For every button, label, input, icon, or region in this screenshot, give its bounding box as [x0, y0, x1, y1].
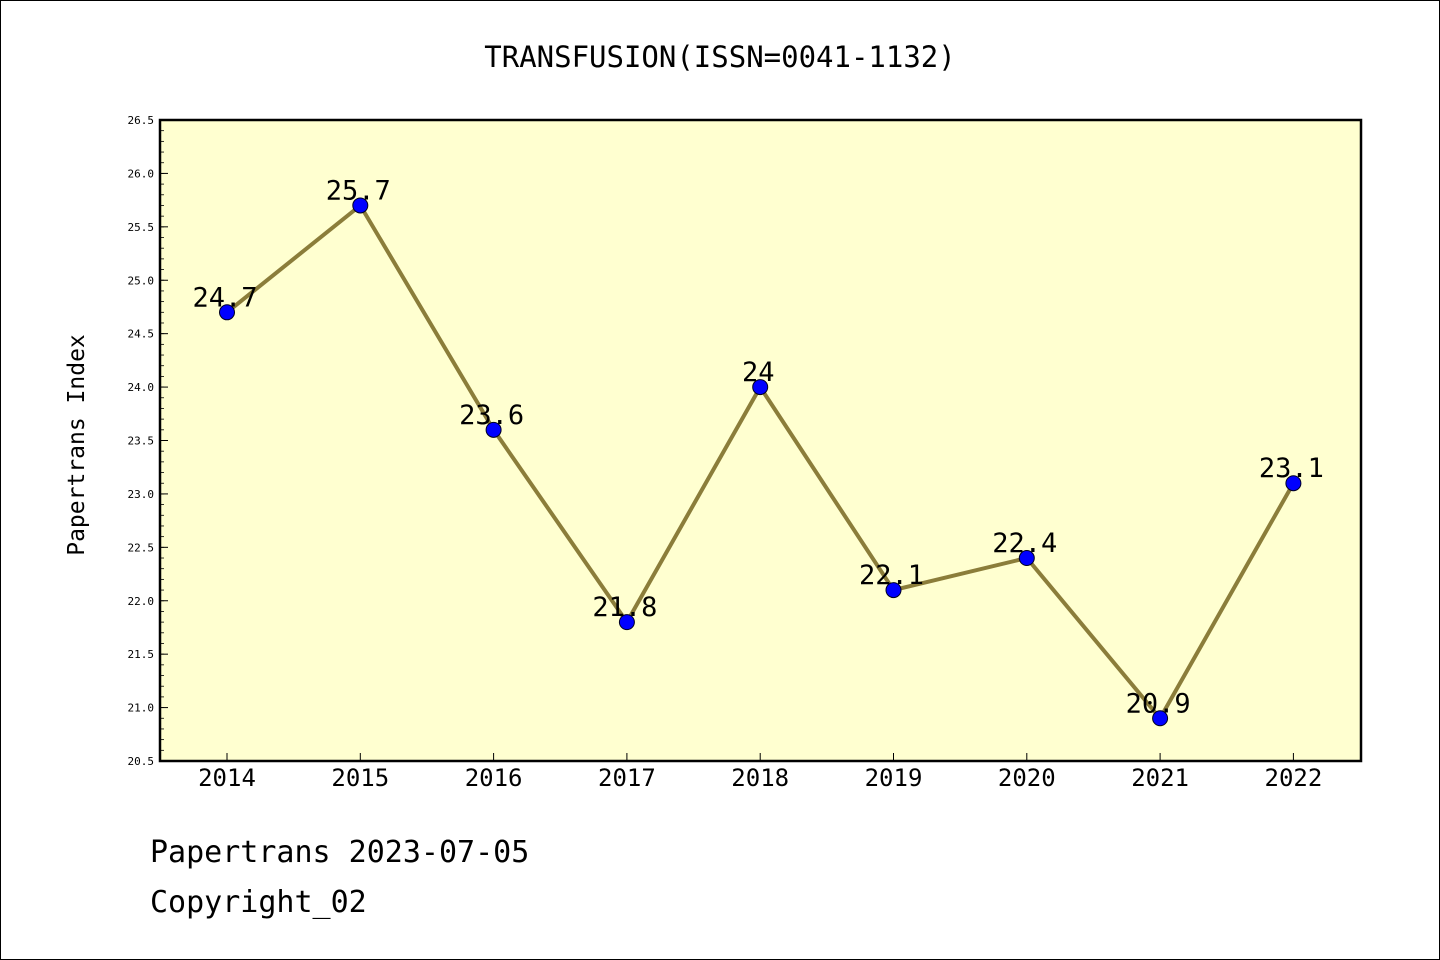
x-tick-label: 2015 — [331, 764, 389, 792]
x-tick-label: 2019 — [865, 764, 923, 792]
y-tick-label: 21.0 — [128, 702, 155, 715]
footer-date: Papertrans 2023-07-05 — [150, 835, 530, 870]
y-axis: 20.5 21.0 21.5 22.0 22.5 23.0 23.5 24.0 24.5 25.0… — [128, 114, 168, 768]
x-tick-label: 2022 — [1265, 764, 1323, 792]
chart-title: TRANSFUSION(ISSN=0041-1132) — [484, 40, 955, 74]
plot-border — [158, 118, 1363, 763]
data-label: 20.9 — [1126, 688, 1191, 719]
y-tick-label: 25.5 — [128, 221, 155, 234]
data-point — [752, 379, 769, 396]
data-label: 23.6 — [459, 400, 524, 431]
y-tick-label: 21.5 — [128, 648, 155, 661]
data-point — [618, 614, 635, 631]
data-label: 22.4 — [992, 528, 1057, 559]
data-point — [485, 421, 502, 438]
data-point — [1285, 475, 1302, 492]
data-label: 24.7 — [192, 282, 257, 313]
data-label: 25.7 — [326, 175, 391, 206]
data-points — [219, 197, 1302, 727]
y-tick-label: 22.0 — [128, 595, 155, 608]
data-point — [352, 197, 369, 214]
data-point — [219, 304, 235, 321]
data-label: 21.8 — [592, 592, 657, 623]
x-tick-label: 2016 — [465, 764, 523, 792]
footer-copyright: Copyright_02 — [150, 885, 367, 920]
y-tick-label: 24.5 — [128, 328, 155, 341]
x-tick-label: 2014 — [198, 764, 256, 792]
x-tick-label: 2018 — [731, 764, 789, 792]
y-tick-label: 23.5 — [128, 435, 155, 448]
x-tick-label: 2021 — [1131, 764, 1189, 792]
x-axis: 2014 2015 2016 2017 2018 2019 2020 2021 2022 — [198, 753, 1322, 792]
y-tick-label: 25.0 — [128, 274, 155, 287]
y-tick-label: 26.5 — [128, 114, 155, 127]
y-tick-label: 26.0 — [128, 167, 155, 180]
data-labels: 24.7 25.7 23.6 21.8 24 22.1 22.4 20.9 23.1 — [192, 175, 1323, 719]
data-label: 22.1 — [859, 560, 924, 591]
x-tick-label: 2020 — [998, 764, 1056, 792]
y-tick-label: 20.5 — [128, 755, 155, 768]
y-tick-label: 23.0 — [128, 488, 155, 501]
x-tick-label: 2017 — [598, 764, 656, 792]
data-point — [1152, 710, 1169, 727]
plot-area — [160, 120, 1361, 761]
data-label: 23.1 — [1259, 453, 1324, 484]
y-tick-label: 24.0 — [128, 381, 155, 394]
y-axis-label: Papertrans Index — [64, 334, 90, 556]
data-label: 24 — [742, 357, 775, 388]
data-point — [1018, 550, 1035, 567]
data-point — [885, 582, 902, 599]
y-tick-label: 22.5 — [128, 541, 155, 554]
